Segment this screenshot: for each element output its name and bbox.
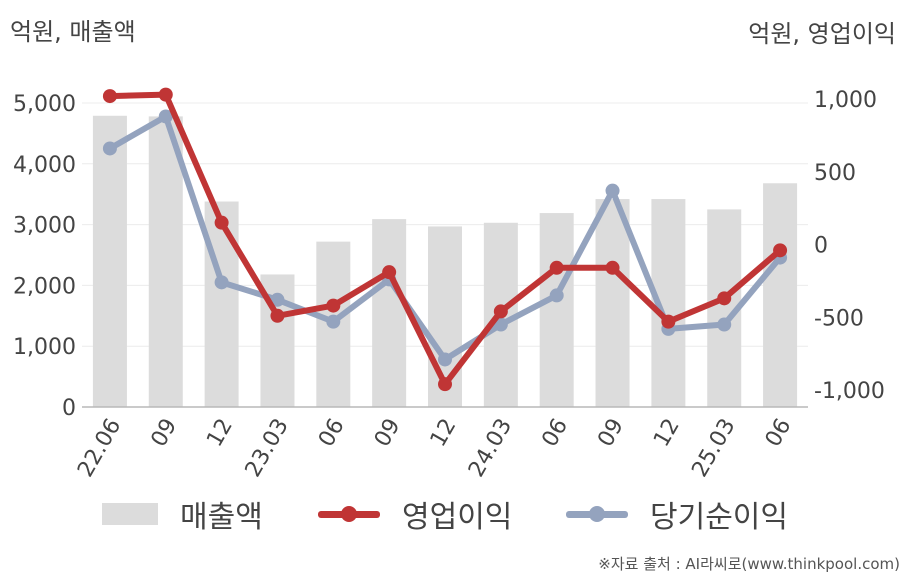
net-income-point [549, 288, 564, 303]
operating-profit-point [326, 298, 341, 313]
legend-label-operating-profit: 영업이익 [402, 500, 513, 535]
operating-profit-point [661, 314, 676, 329]
legend-swatch-net-income [566, 503, 628, 525]
operating-profit-point [773, 243, 788, 258]
net-income-point [214, 275, 229, 290]
left-axis-unit: 억원, 매출액 [10, 18, 136, 46]
x-tick-label: 06 [314, 415, 350, 452]
right-tick-label: -1,000 [814, 379, 885, 404]
revenue-bar [428, 226, 462, 407]
legend-swatch-revenue [102, 503, 158, 525]
operating-profit-point [493, 304, 508, 319]
right-tick-label: 0 [814, 234, 828, 259]
operating-profit-point [549, 260, 564, 275]
x-tick-label: 06 [537, 415, 573, 452]
x-tick-label: 09 [147, 415, 183, 452]
legend-item-revenue: 매출액 [102, 490, 263, 538]
x-tick-label: 06 [761, 415, 797, 452]
revenue-bar [204, 201, 239, 407]
x-tick-label: 12 [649, 415, 685, 452]
left-tick-label: 4,000 [13, 153, 76, 178]
net-income-point [438, 352, 452, 367]
operating-profit-point [158, 87, 173, 102]
operating-profit-point [717, 291, 732, 306]
net-income-point [326, 314, 341, 329]
operating-profit-point [605, 260, 620, 275]
left-tick-label: 2,000 [13, 274, 76, 299]
combo-chart: 5,000 4,000 3,000 2,000 1,000 0 1,000 500 0 -500 -… [13, 87, 885, 482]
legend-item-net-income: 당기순이익 [566, 490, 788, 538]
operating-profit-point [438, 377, 452, 392]
left-tick-label: 3,000 [13, 214, 76, 239]
x-tick-label: 23.03 [241, 415, 294, 482]
revenue-bar [595, 199, 630, 407]
x-tick-label: 12 [202, 415, 238, 452]
net-income-point [717, 317, 732, 332]
legend-label-revenue: 매출액 [180, 500, 263, 535]
x-tick-label: 09 [593, 415, 629, 452]
left-tick-label: 0 [62, 396, 76, 421]
net-income-point [158, 109, 173, 124]
right-axis-unit: 억원, 영업이익 [748, 20, 896, 48]
operating-profit-point [214, 215, 229, 230]
right-tick-label: 500 [814, 161, 856, 186]
x-tick-label: 09 [370, 415, 406, 452]
left-tick-label: 5,000 [13, 92, 76, 117]
legend: 매출액 영업이익 당기순이익 [0, 490, 908, 538]
right-tick-label: -500 [814, 306, 864, 331]
net-income-point [102, 141, 117, 156]
net-income-point [493, 317, 508, 332]
operating-profit-point [382, 265, 397, 280]
legend-label-net-income: 당기순이익 [650, 500, 788, 535]
revenue-bar [763, 183, 798, 407]
x-tick-label: 12 [426, 415, 462, 452]
revenue-bar [372, 219, 407, 407]
operating-profit-point [102, 89, 117, 104]
revenue-bar [92, 115, 127, 407]
net-income-point [270, 292, 285, 307]
legend-swatch-operating-profit [318, 503, 380, 525]
operating-profit-point [270, 308, 285, 323]
revenue-bar [539, 213, 574, 407]
x-tick-label: 24.03 [464, 415, 517, 482]
right-tick-label: 1,000 [814, 88, 877, 113]
x-tick-label: 22.06 [73, 415, 126, 482]
legend-item-operating-profit: 영업이익 [318, 490, 512, 538]
x-tick-label: 25.03 [687, 415, 740, 482]
revenue-bar [148, 116, 183, 407]
net-income-point [605, 183, 620, 198]
left-tick-label: 1,000 [13, 335, 76, 360]
source-note: ※자료 출처 : AI라씨로(www.thinkpool.com) [598, 555, 900, 573]
